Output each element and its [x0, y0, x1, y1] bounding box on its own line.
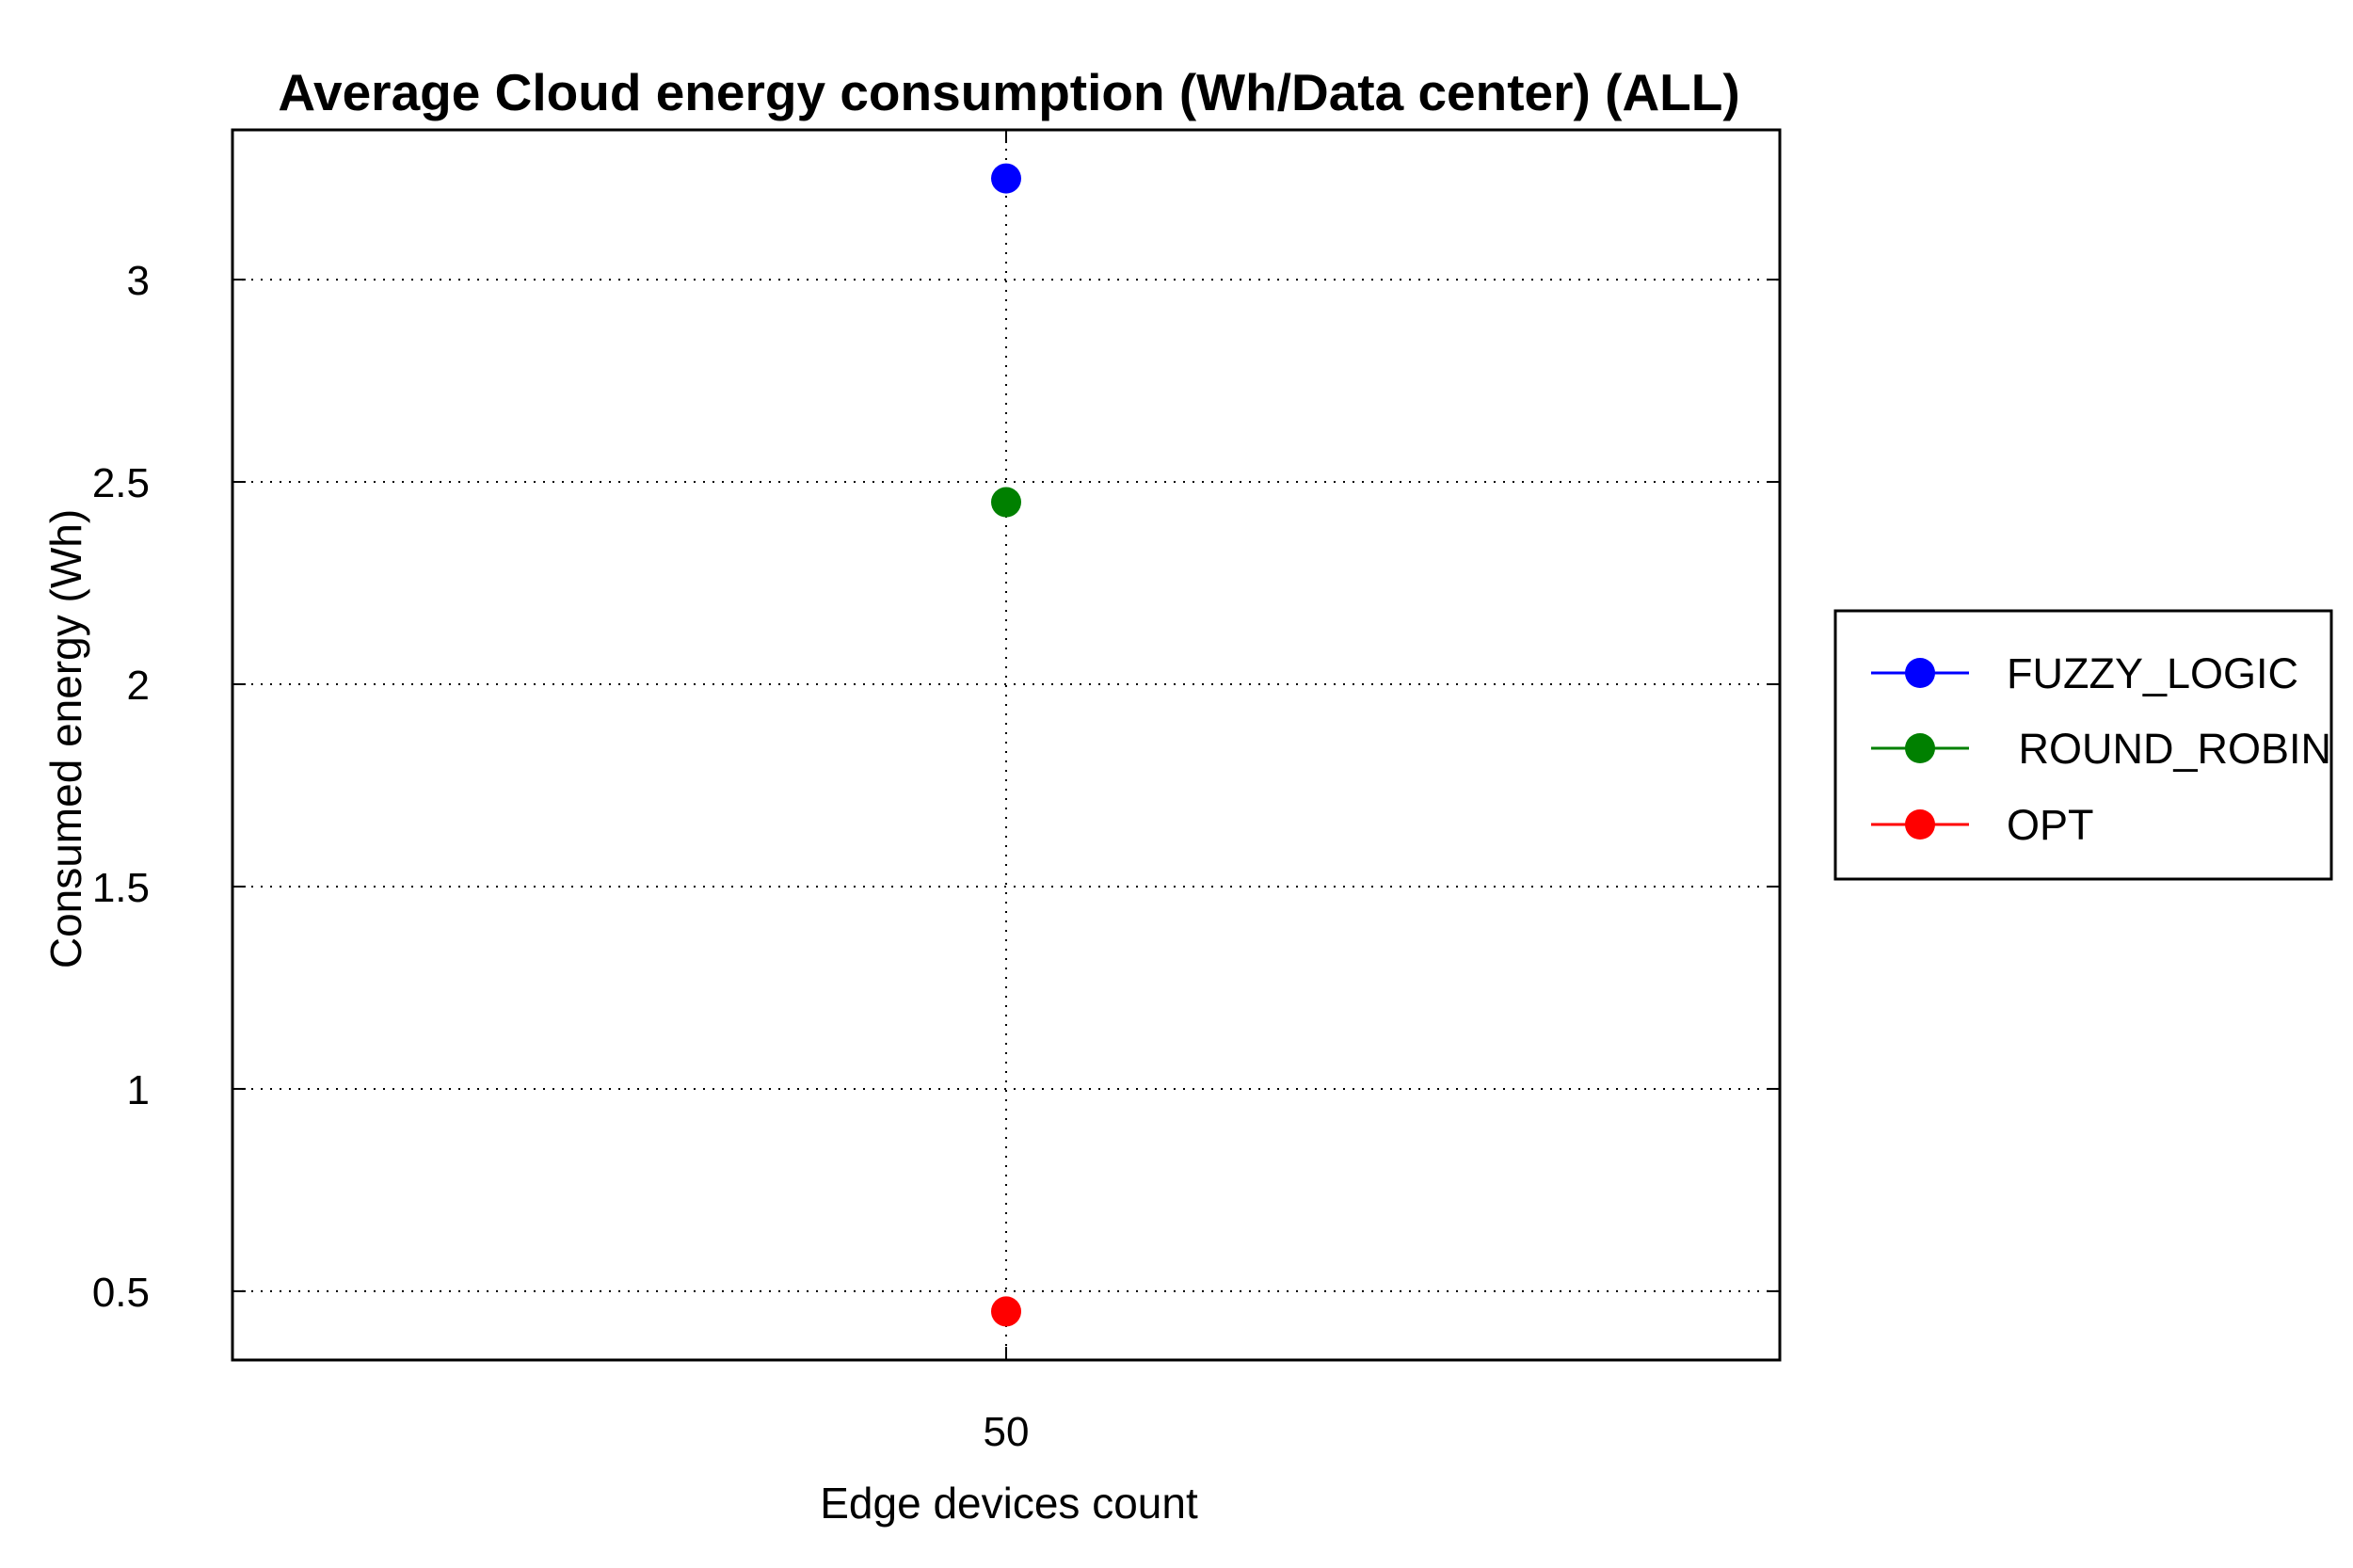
legend: FUZZY_LOGIC ROUND_ROBIN OPT: [1833, 609, 2333, 881]
y-tick-label: 1.5: [92, 865, 150, 911]
y-axis-label: Consumed energy (Wh): [41, 509, 90, 968]
y-tick-label: 0.5: [92, 1270, 150, 1316]
data-point-fuzzy-logic: [991, 163, 1021, 194]
legend-label-fuzzy-logic: FUZZY_LOGIC: [2007, 649, 2298, 697]
chart-title: Average Cloud energy consumption (Wh/Dat…: [278, 63, 1739, 121]
grid: [232, 130, 1780, 1360]
y-tick-label: 2.5: [92, 460, 150, 506]
axis-ticks: 0.5 1 1.5 2 2.5 3 50: [92, 130, 1780, 1455]
legend-marker-fuzzy-logic: [1905, 658, 1935, 688]
data-point-opt: [991, 1296, 1021, 1327]
x-axis-label: Edge devices count: [820, 1479, 1198, 1528]
data-points: [991, 163, 1021, 1327]
legend-label-opt: OPT: [2007, 801, 2094, 849]
y-tick-label: 1: [127, 1067, 150, 1113]
legend-marker-opt: [1905, 809, 1935, 840]
data-point-round-robin: [991, 487, 1021, 518]
y-tick-label: 2: [127, 663, 150, 709]
legend-entries: FUZZY_LOGIC ROUND_ROBIN OPT: [1871, 649, 2331, 849]
y-tick-label: 3: [127, 258, 150, 304]
legend-label-round-robin: ROUND_ROBIN: [2007, 725, 2331, 773]
legend-marker-round-robin: [1905, 733, 1935, 763]
x-tick-label: 50: [984, 1409, 1030, 1455]
